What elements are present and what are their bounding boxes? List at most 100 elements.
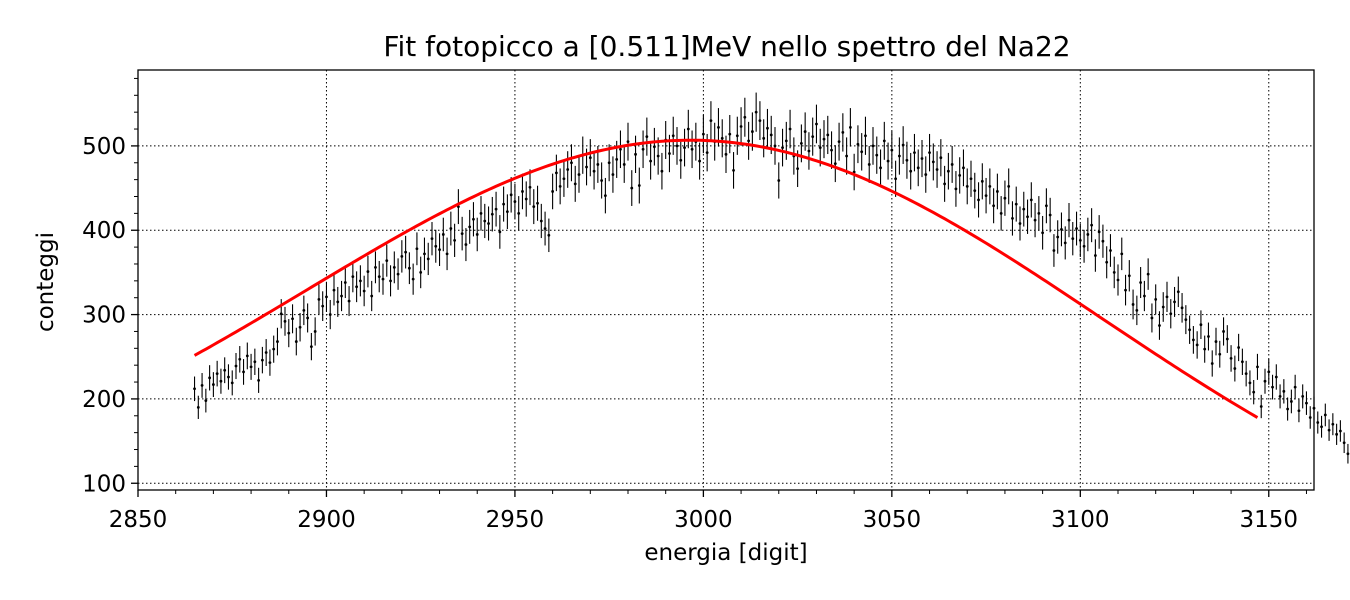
data-point (238, 346, 242, 373)
data-point (1044, 188, 1048, 224)
data-point (487, 206, 490, 241)
data-point (547, 218, 551, 253)
data-point (792, 137, 796, 175)
data-point (1075, 211, 1078, 246)
data-marker (223, 368, 227, 372)
data-marker (317, 297, 321, 301)
data-marker (596, 163, 600, 166)
data-marker (999, 211, 1003, 215)
data-marker (698, 159, 702, 163)
data-point (709, 101, 713, 141)
data-point (423, 237, 426, 271)
fit-curve (193, 138, 1259, 419)
data-marker (897, 154, 901, 158)
data-point (1048, 197, 1052, 233)
data-marker (871, 144, 875, 148)
data-point (1191, 326, 1195, 354)
data-point (260, 346, 264, 374)
data-point (1214, 327, 1218, 356)
data-point (1120, 237, 1124, 271)
data-point (1308, 406, 1312, 429)
data-point (773, 127, 777, 165)
data-marker (1112, 271, 1116, 274)
data-point (867, 146, 871, 183)
data-point (1259, 394, 1263, 419)
data-point (1282, 379, 1286, 404)
data-marker (668, 152, 671, 155)
data-point (1252, 380, 1256, 405)
data-marker (208, 376, 212, 380)
data-marker (913, 151, 916, 155)
data-point (1142, 280, 1146, 312)
data-point (475, 217, 479, 252)
data-point (675, 127, 679, 165)
data-marker (882, 139, 886, 143)
data-marker (1056, 235, 1060, 239)
data-point (611, 156, 615, 193)
data-marker (253, 360, 257, 364)
data-marker (524, 197, 528, 201)
data-point (200, 373, 204, 398)
data-point (1237, 333, 1241, 362)
data-marker (509, 193, 513, 197)
data-marker (965, 184, 969, 188)
data-point (419, 256, 423, 289)
data-point (781, 128, 784, 167)
data-point (287, 319, 291, 348)
data-marker (777, 179, 781, 182)
data-marker (886, 159, 890, 163)
data-marker (875, 153, 879, 157)
data-point (351, 260, 355, 293)
data-marker (385, 259, 389, 263)
data-point (374, 251, 377, 284)
data-marker (445, 252, 449, 256)
data-marker (487, 222, 490, 225)
data-marker (1131, 303, 1135, 306)
data-point (298, 312, 302, 342)
data-point (332, 274, 336, 306)
data-point (347, 286, 351, 317)
data-marker (592, 169, 596, 173)
data-marker (490, 212, 494, 216)
data-marker (1237, 346, 1241, 349)
data-marker (536, 201, 539, 205)
data-point (1060, 212, 1063, 247)
data-point (355, 271, 359, 303)
x-tick-label: 2900 (297, 507, 356, 533)
data-point (852, 153, 856, 191)
data-marker (641, 147, 645, 151)
x-tick-label: 3050 (863, 507, 922, 533)
data-marker (799, 141, 803, 145)
data-marker (1267, 370, 1271, 374)
data-marker (848, 125, 852, 129)
data-point (1011, 201, 1014, 236)
data-point (272, 335, 276, 363)
data-marker (762, 136, 766, 140)
data-marker (272, 347, 276, 351)
data-marker (962, 166, 965, 170)
data-point (558, 168, 562, 205)
data-marker (743, 115, 747, 119)
data-marker (438, 248, 441, 252)
data-point (1158, 311, 1161, 340)
data-point (1124, 274, 1127, 306)
data-point (415, 232, 419, 266)
data-marker (1346, 452, 1350, 456)
data-marker (769, 133, 773, 137)
data-marker (411, 277, 415, 281)
data-point (950, 146, 954, 183)
data-point (570, 144, 573, 182)
data-marker (358, 279, 362, 283)
data-marker (1184, 318, 1188, 322)
x-axis-label: energia [digit] (644, 540, 807, 566)
data-point (1320, 415, 1323, 438)
data-marker (566, 168, 570, 171)
data-point (977, 182, 980, 218)
data-marker (415, 247, 419, 251)
data-marker (306, 316, 310, 320)
data-point (758, 101, 762, 141)
data-marker (351, 275, 355, 279)
data-marker (1052, 249, 1056, 252)
data-marker (1286, 407, 1290, 411)
data-marker (260, 358, 264, 362)
